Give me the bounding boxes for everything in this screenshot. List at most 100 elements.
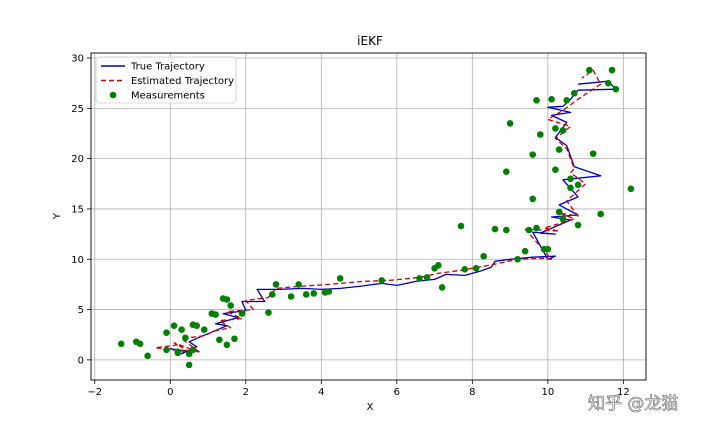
measurements-point [200, 326, 208, 333]
estimated-trajectory-line [154, 69, 602, 354]
measurements-point [212, 311, 219, 318]
measurements-point [570, 89, 578, 97]
measurements-point [589, 150, 597, 157]
measurements-point [423, 274, 431, 281]
measurements-point [170, 322, 178, 329]
measurements-point [586, 66, 593, 74]
measurements-point [627, 185, 635, 193]
measurements-point [559, 127, 567, 134]
measurements-point [574, 221, 582, 229]
x-tick-label: 12 [617, 387, 630, 398]
measurements-point [491, 225, 499, 233]
measurements-point [174, 349, 182, 357]
measurements-point [521, 247, 529, 255]
measurements-point [567, 175, 574, 183]
measurements-point [480, 252, 487, 260]
measurements-point [567, 184, 574, 192]
x-tick-label: 0 [167, 387, 173, 398]
legend-marker-measurements [109, 91, 117, 99]
measurements-point [604, 79, 612, 87]
measurements-point [216, 336, 223, 344]
measurements-point [559, 215, 567, 223]
measurements-point [472, 265, 480, 272]
measurements-point [597, 210, 604, 218]
measurements-point [178, 326, 185, 333]
x-tick-label: 6 [394, 387, 400, 398]
legend-label-estimated-trajectory: Estimated Trajectory [131, 76, 234, 87]
legend-label-true-trajectory: True Trajectory [130, 62, 205, 73]
measurements-point [514, 255, 521, 263]
measurements-point [227, 302, 234, 309]
measurements-point [238, 310, 246, 317]
measurements-point [435, 261, 442, 269]
legend-box [95, 56, 237, 104]
measurements-point [136, 340, 144, 348]
measurements-point [529, 195, 537, 203]
measurements-point [461, 266, 469, 273]
measurements-point [529, 151, 537, 158]
y-tick-label: 5 [78, 305, 84, 316]
measurements-point [563, 96, 571, 104]
measurements-point [268, 291, 276, 298]
measurements-point [503, 168, 510, 176]
measurements-point [223, 341, 231, 349]
measurements-point [302, 291, 310, 298]
measurements-point [574, 181, 582, 189]
plot-frame [90, 52, 647, 381]
measurements-point [533, 96, 540, 104]
measurements-point [223, 296, 231, 303]
measurements-point [287, 293, 295, 300]
measurements-point [310, 290, 318, 297]
measurements-point [612, 85, 620, 93]
x-tick-label: 2 [243, 387, 249, 398]
y-tick-label: 0 [78, 355, 84, 366]
y-tick-label: 30 [71, 54, 84, 65]
y-tick-label: 15 [71, 204, 84, 215]
measurements-point [533, 224, 540, 232]
y-tick-label: 25 [71, 104, 84, 115]
y-axis-label: Y [52, 212, 63, 220]
measurements-point [185, 350, 193, 358]
measurements-point [163, 329, 170, 337]
measurements-point [295, 281, 302, 288]
measurements-point [555, 208, 563, 216]
measurements-point [552, 166, 559, 174]
measurements-point [182, 334, 189, 342]
measurements-point [272, 281, 280, 288]
axes: −2 0 2 4 6 8 10 12 0 5 10 15 20 25 30 [71, 52, 647, 398]
measurements-point [544, 245, 552, 253]
measurements-point [536, 131, 544, 138]
measurements-point [325, 288, 333, 295]
measurements-point [503, 226, 510, 234]
x-tick-label: −2 [87, 387, 102, 398]
measurements-point [525, 226, 533, 234]
measurements-point [378, 277, 386, 284]
measurements-point [552, 125, 559, 132]
measurements-point [144, 352, 151, 360]
x-tick-label: 10 [541, 387, 554, 398]
x-tick-label: 4 [318, 387, 324, 398]
measurements-point [163, 346, 170, 354]
legend-label-measurements: Measurements [131, 91, 205, 102]
measurements-point [555, 146, 563, 153]
x-tick-label: 8 [469, 387, 475, 398]
y-tick-label: 10 [71, 255, 84, 266]
measurements-point [117, 340, 125, 348]
measurements-point [185, 361, 193, 369]
y-tick-label: 20 [71, 154, 84, 165]
chart-title: iEKF [357, 34, 383, 48]
measurements-point [608, 66, 616, 74]
measurements-point [231, 335, 238, 343]
measurements-point [265, 309, 272, 316]
measurements-point [457, 222, 465, 230]
measurements-point [548, 95, 555, 103]
x-axis-label: X [367, 402, 374, 413]
measurements-point [416, 275, 423, 282]
measurements-point [189, 321, 197, 328]
measurements-point [506, 120, 514, 127]
watermark: 知乎 @龙猫 [588, 394, 678, 414]
grid [91, 53, 646, 380]
measurements-point [438, 284, 446, 291]
measurements-point [336, 275, 344, 282]
